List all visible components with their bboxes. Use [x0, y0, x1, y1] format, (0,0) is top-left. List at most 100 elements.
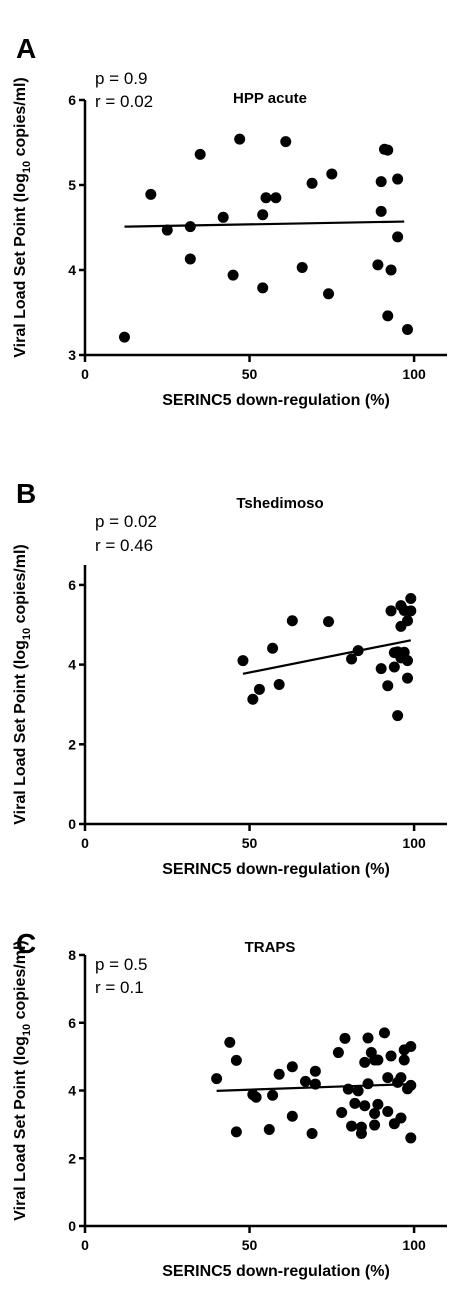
data-point: [375, 663, 387, 675]
y-tick-label: 6: [68, 1015, 76, 1031]
data-point: [326, 168, 338, 180]
data-point: [280, 136, 292, 148]
data-point: [332, 1047, 344, 1059]
data-point: [267, 642, 279, 654]
data-point: [263, 1123, 275, 1135]
chart-panel-a: A HPP acute p = 0.9 r = 0.02 3 4 5 6 0 50 100 SERIN…: [12, 33, 447, 409]
data-point: [253, 683, 265, 695]
data-point: [296, 261, 308, 273]
y-tick-label: 0: [68, 1218, 76, 1234]
data-point: [405, 1079, 417, 1091]
y-tick-label: 4: [68, 1083, 76, 1099]
y-tick-label: 4: [68, 262, 76, 278]
data-point: [286, 1061, 298, 1073]
data-point: [398, 1054, 410, 1066]
data-point: [299, 1075, 311, 1087]
data-point: [395, 1072, 407, 1084]
data-point: [392, 173, 404, 185]
data-point: [405, 605, 417, 617]
data-point: [224, 1036, 236, 1048]
data-point: [352, 1085, 364, 1097]
y-tick-label: 4: [68, 657, 76, 673]
data-point: [392, 710, 404, 722]
data-point: [362, 1032, 374, 1044]
data-point: [227, 269, 239, 281]
stat-label: r = 0.1: [95, 978, 144, 997]
data-point: [382, 310, 394, 322]
data-point: [382, 144, 394, 156]
y-tick-label: 3: [68, 347, 76, 363]
data-point: [161, 224, 173, 236]
y-tick-label: 2: [68, 736, 76, 752]
stat-label: r = 0.46: [95, 536, 153, 555]
data-point: [369, 1119, 381, 1131]
data-point: [402, 615, 414, 627]
x-tick-label: 0: [81, 366, 89, 382]
data-point: [286, 1110, 298, 1122]
x-tick-label: 0: [81, 1237, 89, 1253]
data-point: [306, 1128, 318, 1140]
data-point: [405, 1132, 417, 1144]
data-point: [230, 1126, 242, 1138]
data-point: [375, 205, 387, 217]
data-point: [184, 253, 196, 265]
data-point: [257, 209, 269, 221]
data-point: [349, 1097, 361, 1109]
data-point: [405, 592, 417, 604]
data-point: [145, 188, 157, 200]
panel-letter: A: [16, 33, 36, 64]
x-tick-label: 50: [242, 1237, 258, 1253]
data-point: [382, 680, 394, 692]
data-point: [346, 1120, 358, 1132]
x-tick-label: 100: [402, 366, 426, 382]
data-point: [234, 133, 246, 145]
data-point: [323, 616, 335, 628]
data-point: [355, 1128, 367, 1140]
data-point: [346, 653, 358, 665]
x-tick-label: 0: [81, 835, 89, 851]
data-point: [270, 192, 282, 204]
data-point: [385, 1050, 397, 1062]
data-point: [230, 1054, 242, 1066]
data-point: [237, 655, 249, 667]
y-tick-label: 5: [68, 177, 76, 193]
data-point: [309, 1078, 321, 1090]
stat-label: p = 0.02: [95, 512, 157, 531]
stat-label: p = 0.9: [95, 69, 147, 88]
data-point: [382, 1072, 394, 1084]
data-point: [392, 231, 404, 243]
data-point: [398, 646, 410, 658]
data-point: [273, 1068, 285, 1080]
data-point: [323, 288, 335, 300]
data-point: [378, 1027, 390, 1039]
data-point: [306, 177, 318, 189]
stat-label: r = 0.02: [95, 92, 153, 111]
chart-title: TRAPS: [245, 939, 296, 956]
chart-panel-c: C TRAPS p = 0.5 r = 0.1 0 2 4 6 8 0 50 100 SERINC5 d…: [12, 928, 447, 1280]
data-point: [194, 148, 206, 160]
data-point: [375, 176, 387, 188]
chart-panel-b: B Tshedimoso p = 0.02 r = 0.46 0 2 4 6 0 50 100 SER…: [12, 478, 447, 878]
data-point: [250, 1091, 262, 1103]
panel-letter: C: [16, 928, 36, 959]
data-point: [267, 1089, 279, 1101]
data-point: [118, 331, 130, 343]
data-point: [184, 221, 196, 233]
data-point: [402, 324, 414, 335]
regression-line: [124, 220, 405, 228]
chart-title: HPP acute: [233, 90, 307, 107]
data-point: [286, 615, 298, 627]
y-axis-label: Viral Load Set Point (log10 copies/ml): [12, 77, 33, 357]
data-point: [385, 264, 397, 276]
data-point: [247, 693, 259, 705]
y-tick-label: 2: [68, 1150, 76, 1166]
data-point: [260, 192, 272, 204]
y-axis-label: Viral Load Set Point (log10 copies/ml): [12, 544, 33, 824]
x-tick-label: 50: [242, 366, 258, 382]
data-point: [385, 605, 397, 617]
data-point: [395, 1112, 407, 1124]
data-point: [342, 1083, 354, 1095]
data-point: [359, 1056, 371, 1068]
regression-line: [242, 639, 412, 675]
